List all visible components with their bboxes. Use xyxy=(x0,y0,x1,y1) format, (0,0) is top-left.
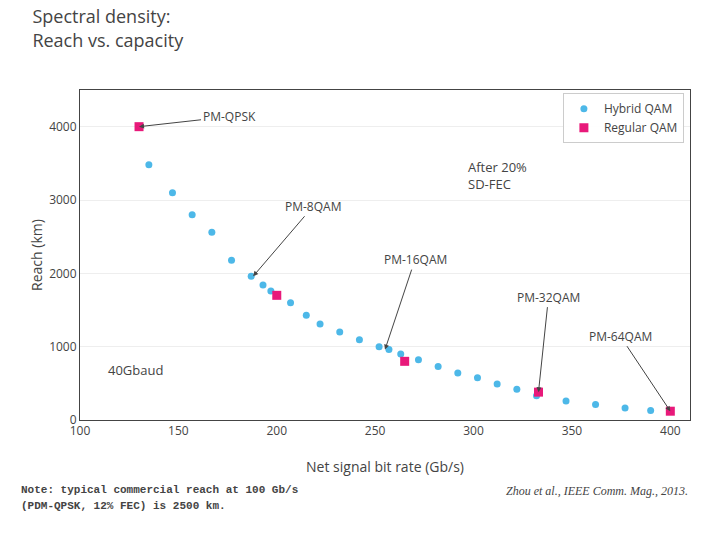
svg-text:Spectral density:Reach vs. cap: Spectral density:Reach vs. capacity xyxy=(32,4,184,51)
svg-text:(PDM-QPSK, 12% FEC) is 2500 km: (PDM-QPSK, 12% FEC) is 2500 km. xyxy=(21,500,226,512)
svg-text:2000: 2000 xyxy=(49,265,77,282)
svg-text:Note: typical commercial reach: Note: typical commercial reach at 100 Gb… xyxy=(21,484,298,496)
svg-text:PM-32QAM: PM-32QAM xyxy=(517,289,580,306)
svg-text:PM-QPSK: PM-QPSK xyxy=(203,108,256,125)
svg-text:1000: 1000 xyxy=(49,338,77,355)
svg-text:400: 400 xyxy=(660,422,681,439)
svg-text:200: 200 xyxy=(266,422,287,439)
svg-text:PM-64QAM: PM-64QAM xyxy=(589,328,652,345)
svg-text:Reach (km): Reach (km) xyxy=(27,219,46,291)
svg-text:PM-8QAM: PM-8QAM xyxy=(285,198,341,215)
svg-text:350: 350 xyxy=(562,422,583,439)
svg-text:Zhou et al., IEEE Comm. Mag.,: Zhou et al., IEEE Comm. Mag., 2013. xyxy=(506,484,688,498)
svg-text:Regular QAM: Regular QAM xyxy=(604,119,677,136)
svg-text:3000: 3000 xyxy=(49,191,77,208)
svg-text:100: 100 xyxy=(70,422,91,439)
svg-text:After 20%SD-FEC: After 20%SD-FEC xyxy=(468,158,527,193)
svg-text:150: 150 xyxy=(168,422,189,439)
svg-text:250: 250 xyxy=(365,422,386,439)
svg-text:Net signal bit rate (Gb/s): Net signal bit rate (Gb/s) xyxy=(306,457,464,476)
svg-text:40Gbaud: 40Gbaud xyxy=(108,361,163,379)
svg-text:Hybrid QAM: Hybrid QAM xyxy=(604,100,672,117)
svg-text:300: 300 xyxy=(463,422,484,439)
svg-text:4000: 4000 xyxy=(49,118,77,135)
svg-text:PM-16QAM: PM-16QAM xyxy=(384,251,447,268)
svg-text:0: 0 xyxy=(70,411,77,428)
